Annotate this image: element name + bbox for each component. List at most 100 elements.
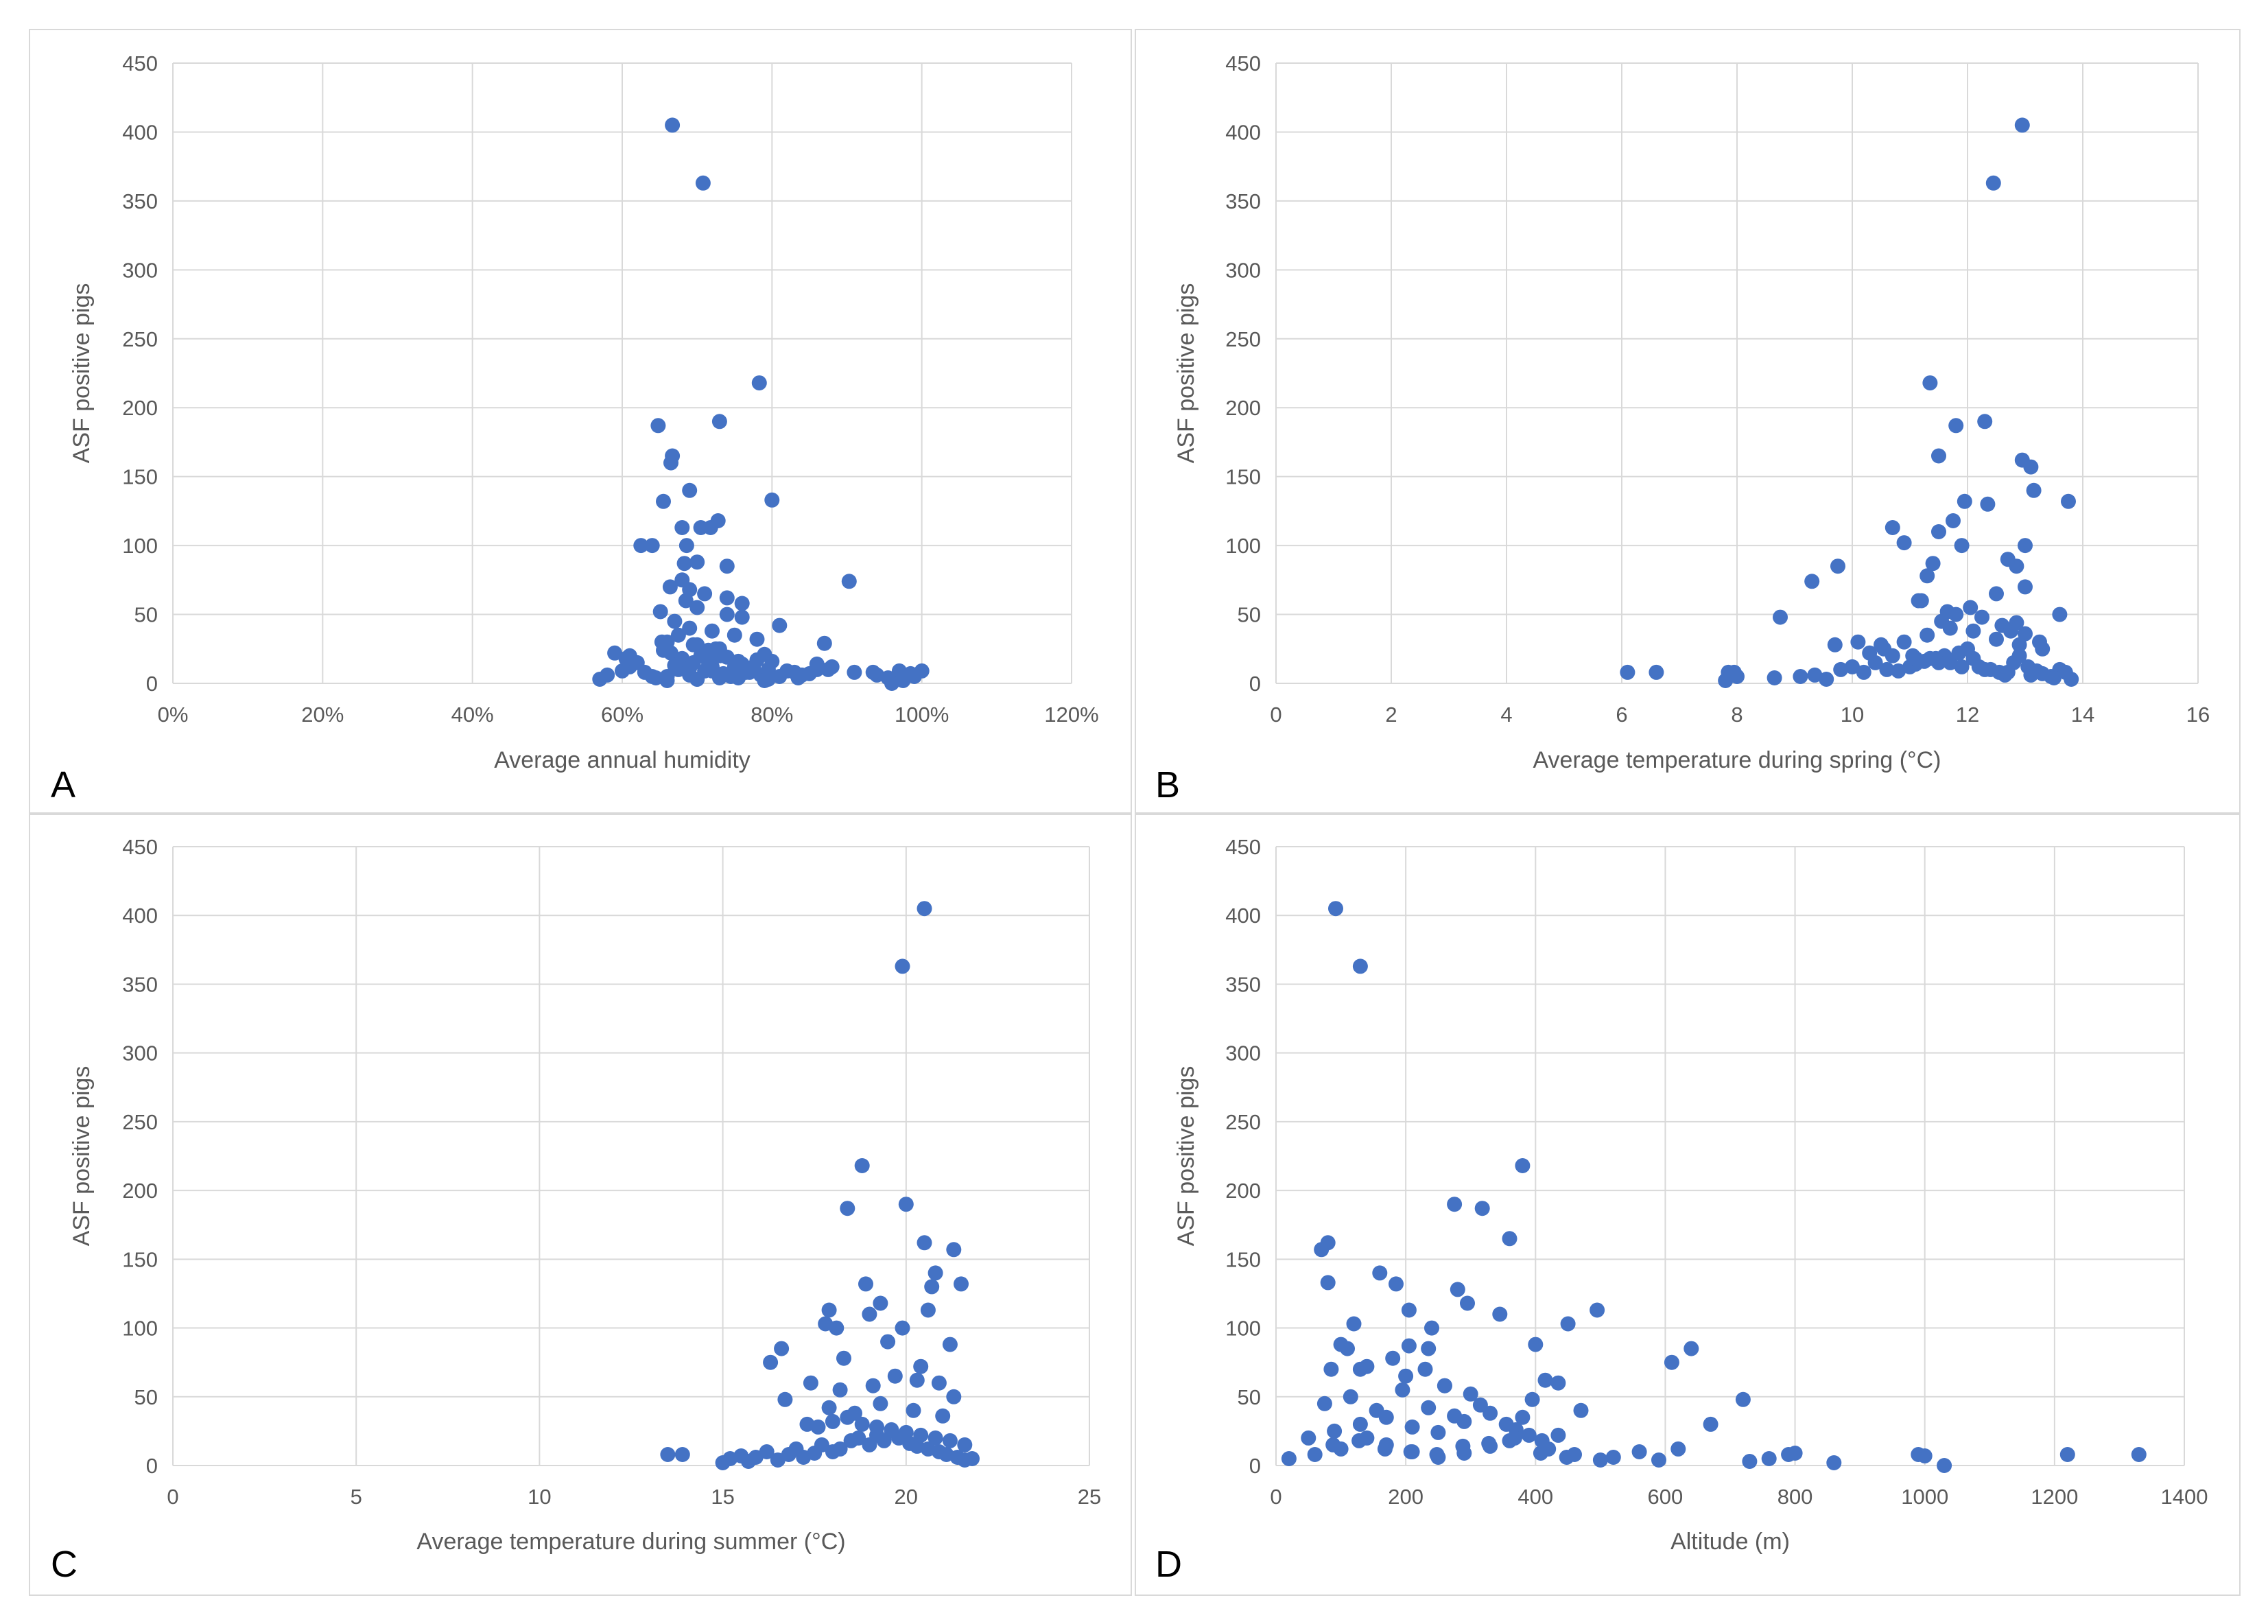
chart-b-y-tick-label: 400 [1225,120,1261,144]
chart-d-data-point [1369,1402,1384,1418]
chart-d-data-point [1417,1361,1433,1377]
chart-c-data-point [858,1276,873,1292]
chart-d-x-tick-label: 1400 [2161,1485,2208,1509]
chart-c-data-point [913,1427,929,1443]
chart-d-data-point [1450,1282,1465,1297]
chart-d-data-point [1651,1452,1666,1468]
chart-c-data-point [825,1413,840,1429]
panel-b: 0 50 100 150 200 250 300 350 400 450 0 2 4 6 8 10 12 14 16… [1135,29,2241,814]
chart-b-data-point [1974,609,1989,625]
chart-d-data-point [1307,1447,1323,1462]
chart-a-data-point [764,492,780,508]
chart-c-data-point [821,1302,837,1318]
chart-d-data-point [1735,1391,1751,1407]
chart-c-data-point [832,1382,848,1398]
chart-c-x-tick-label: 25 [1078,1485,1101,1509]
chart-a-data-point [607,645,623,661]
chart-b-data-point [1977,661,1993,677]
chart-c-x-tick-label: 20 [895,1485,918,1509]
chart-c-data-point [821,1400,837,1415]
chart-a-data-point [727,627,742,643]
chart-b-x-tick-label: 4 [1500,703,1512,727]
chart-c-y-tick-label: 200 [122,1179,158,1203]
chart-d-data-point [1507,1430,1522,1446]
chart-d-data-point [1372,1265,1388,1281]
chart-c-data-point [913,1358,929,1374]
chart-a-data-point [760,661,776,677]
chart-c-panel-letter: C [51,1544,78,1585]
chart-c-y-tick-label: 350 [122,972,158,996]
chart-a-data-point [676,556,692,572]
chart-d-data-point [1937,1458,1952,1473]
chart-c-data-point [803,1375,818,1391]
chart-c-y-tick-label: 0 [146,1454,158,1478]
panel-a: 0 50 100 150 200 250 300 350 400 450 0% 20% 40% 60% 80… [29,29,1132,814]
chart-d-data-point [1328,901,1343,917]
chart-b-x-tick-label: 6 [1616,703,1627,727]
chart-c-data-point [928,1265,943,1281]
chart-d-data-point [1352,1416,1368,1432]
chart-d-data-point [1327,1423,1343,1439]
chart-a-data-point [749,631,765,647]
chart-b-x-tick-label: 14 [2071,703,2094,727]
chart-d-data-point [1314,1242,1330,1258]
chart-b-data-point [1939,604,1955,620]
chart-d-data-point [1447,1408,1463,1424]
chart-b-data-point [1850,634,1866,650]
chart-d-data-point [1664,1354,1679,1370]
chart-d-data-point [1395,1382,1410,1398]
chart-a-data-point [644,669,660,684]
chart-c-y-axis-title: ASF positive pigs [69,1066,95,1247]
chart-b-data-point [2018,579,2033,595]
chart-a-data-point [820,661,836,677]
chart-d-data-point [1684,1341,1699,1356]
chart-a-data-point [650,418,666,434]
chart-c-y-tick-label: 400 [122,904,158,928]
chart-b-data-point [2052,607,2068,622]
chart-d-data-point [1521,1427,1537,1443]
chart-d-data-point [1787,1446,1803,1461]
chart-d-data-point [1515,1158,1531,1173]
chart-d-data-point [1534,1433,1550,1448]
chart-b-data-point [1620,664,1635,680]
chart-d-data-point [1560,1316,1576,1332]
chart-d-x-axis-title: Altitude (m) [1670,1529,1790,1555]
chart-a-y-tick-label: 150 [122,465,158,489]
chart-d-data-point [1323,1361,1339,1377]
chart-c-data-point [928,1430,943,1446]
chart-c-data-point [954,1276,969,1292]
chart-d-data-point [1550,1375,1566,1391]
chart-c-data-point [674,1447,690,1462]
chart-b-data-point [1845,659,1860,674]
chart-c-x-tick-label: 10 [528,1485,551,1509]
chart-d-y-tick-label: 100 [1225,1317,1261,1341]
chart-b-y-tick-label: 100 [1225,534,1261,558]
chart-a-x-tick-label: 120% [1044,703,1098,727]
chart-c-data-point [851,1430,866,1446]
panel-c-svg: 0 50 100 150 200 250 300 350 400 450 0 5 10 15 20 25 Ave… [51,835,1101,1585]
chart-b-data-point [1885,520,1900,535]
chart-c-data-point [924,1279,940,1295]
chart-c-data-point [814,1437,829,1452]
chart-b-data-point [1773,609,1788,625]
chart-a-data-point [746,659,761,674]
chart-b-x-axis-title: Average temperature during spring (°C) [1533,747,1941,773]
chart-b-x-tick-label: 12 [1956,703,1979,727]
chart-a-data-point [663,455,678,471]
chart-d-data-point [1301,1430,1316,1446]
chart-a-data-point [659,673,675,688]
chart-d-data-point [1528,1337,1544,1352]
chart-b-data-point [1827,637,1843,652]
chart-d-data-point [1404,1419,1420,1435]
chart-a-data-point [734,609,750,625]
chart-a-data-point [689,554,705,570]
chart-d-y-tick-label: 300 [1225,1042,1261,1066]
chart-c-data-point [895,958,910,974]
chart-c-data-point [917,1235,932,1251]
chart-b-data-point [1919,568,1935,584]
chart-b-data-point [1793,669,1808,684]
chart-b-data-point [2026,482,2042,498]
chart-d-data-point [1670,1441,1686,1457]
chart-a-data-point [841,574,857,589]
